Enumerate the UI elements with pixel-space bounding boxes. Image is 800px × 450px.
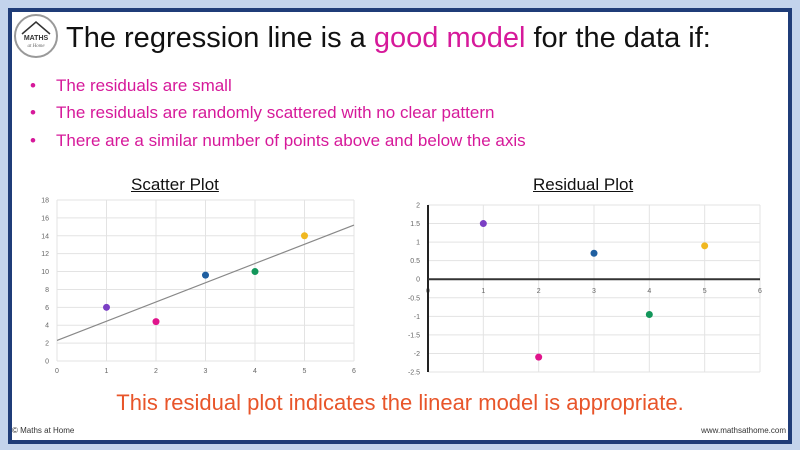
y-tick-label: 2 — [45, 341, 49, 348]
slide-frame — [8, 8, 792, 444]
bullet-item: • The residuals are randomly scattered wi… — [30, 103, 494, 123]
bullet-item: • The residuals are small — [30, 76, 232, 96]
y-tick-label: 2 — [416, 203, 420, 210]
y-tick-label: 0.5 — [410, 258, 420, 265]
x-tick-label: 6 — [758, 288, 762, 295]
bullet-item: • There are a similar number of points ab… — [30, 131, 526, 151]
x-tick-label: 2 — [537, 288, 541, 295]
title-highlight: good model — [373, 22, 526, 54]
data-point — [152, 318, 160, 326]
scatter-plot-title: Scatter Plot — [131, 175, 219, 194]
data-point — [701, 242, 709, 250]
y-tick-label: 0 — [45, 359, 49, 366]
y-tick-label: 6 — [45, 305, 49, 312]
copyright-text: © Maths at Home — [12, 426, 75, 435]
y-tick-label: 16 — [41, 215, 49, 222]
bullet-dot: • — [30, 103, 36, 122]
data-point — [535, 353, 543, 361]
y-tick-label: -2.5 — [408, 370, 420, 377]
bullet-dot: • — [30, 76, 36, 95]
bullet-dot: • — [30, 131, 36, 150]
x-tick-label: 5 — [303, 368, 307, 375]
bullet-text: The residuals are randomly scattered wit… — [56, 103, 495, 122]
y-tick-label: 8 — [45, 287, 49, 294]
y-tick-label: 1.5 — [410, 221, 420, 228]
svg-text:at Home: at Home — [27, 44, 45, 49]
x-tick-label: 5 — [703, 288, 707, 295]
x-tick-label: 3 — [204, 368, 208, 375]
data-point — [251, 268, 259, 276]
y-tick-label: -1 — [414, 314, 420, 321]
y-tick-label: 0 — [416, 277, 420, 284]
bullet-text: There are a similar number of points abo… — [56, 131, 526, 150]
data-point — [590, 249, 598, 257]
y-tick-label: -0.5 — [408, 295, 420, 302]
x-tick-label: 3 — [592, 288, 596, 295]
conclusion-text: This residual plot indicates the linear … — [116, 390, 684, 415]
y-tick-label: 10 — [41, 269, 49, 276]
data-point — [202, 271, 209, 279]
x-tick-label: 4 — [647, 288, 651, 295]
x-tick-label: 1 — [481, 288, 485, 295]
regression-line — [56, 224, 355, 341]
y-tick-label: 12 — [41, 251, 49, 258]
x-tick-label: 2 — [154, 368, 158, 375]
y-tick-label: -1.5 — [408, 332, 420, 339]
bullet-text: The residuals are small — [56, 76, 232, 95]
data-point — [301, 232, 308, 240]
x-tick-label: 4 — [253, 368, 257, 375]
svg-text:MATHS: MATHS — [24, 35, 49, 42]
y-tick-label: -2 — [414, 351, 420, 358]
x-tick-label: 1 — [105, 368, 109, 375]
y-tick-label: 4 — [45, 323, 49, 330]
x-tick-label: 0 — [55, 368, 59, 375]
page-title: The regression line is a good model for … — [66, 22, 711, 55]
x-tick-label: 6 — [352, 368, 356, 375]
residual-plot-title: Residual Plot — [533, 175, 634, 194]
maths-at-home-logo: MATHS at Home — [14, 14, 58, 58]
y-tick-label: 14 — [41, 233, 49, 240]
y-tick-label: 1 — [416, 240, 420, 247]
data-point — [645, 310, 653, 318]
data-point — [103, 303, 110, 311]
website-text: www.mathsathome.com — [701, 426, 786, 435]
title-text-end: for the data if: — [525, 22, 711, 54]
y-tick-label: 18 — [41, 198, 49, 205]
title-text: The regression line is a — [66, 22, 374, 54]
data-point — [479, 220, 487, 228]
